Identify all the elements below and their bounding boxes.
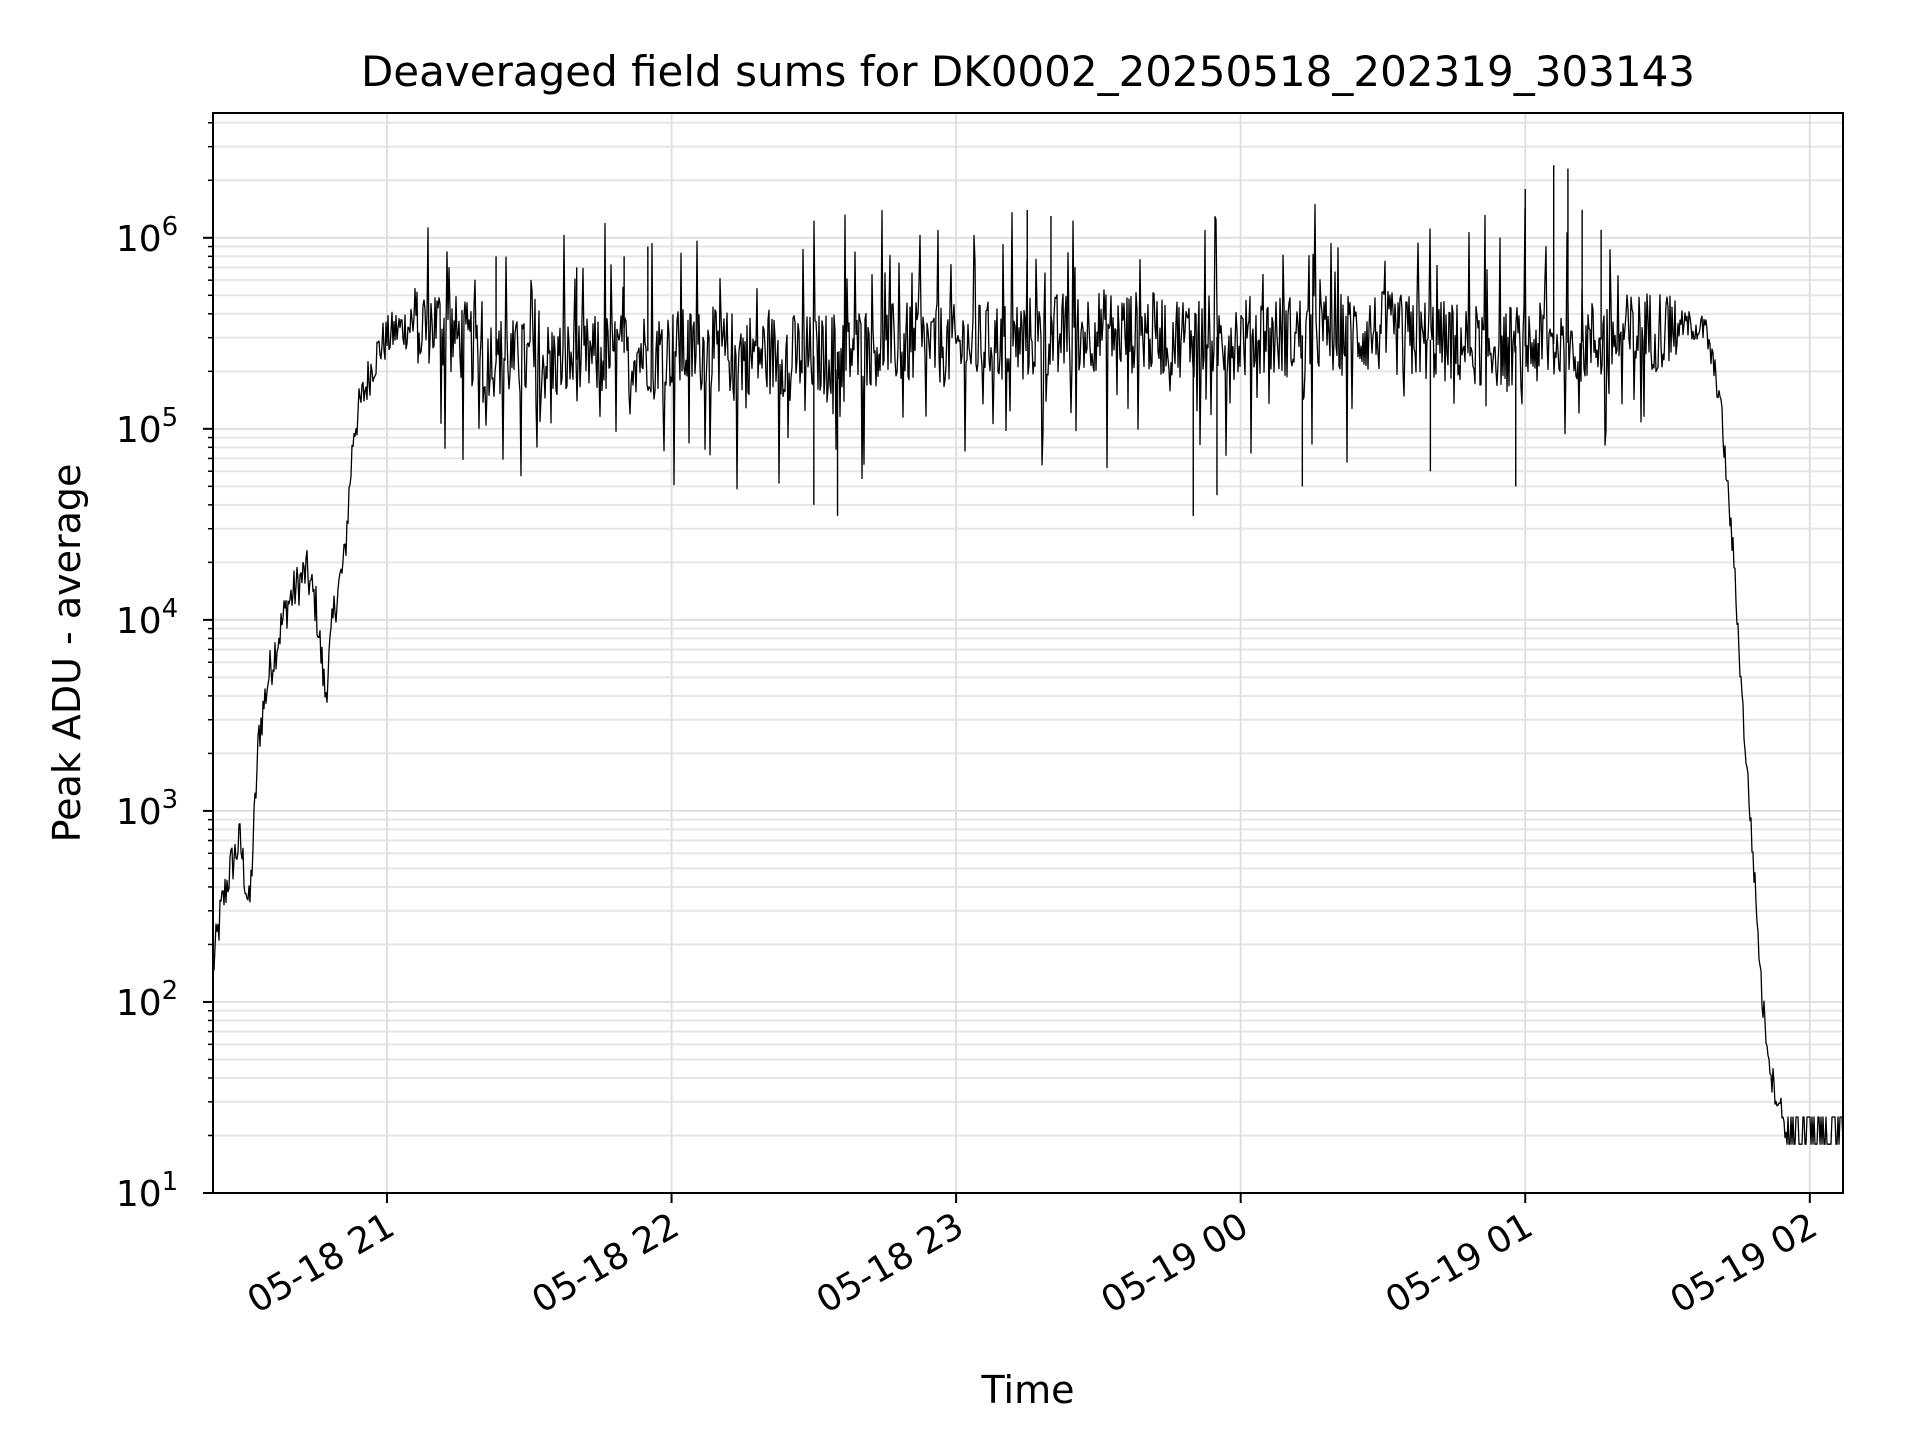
y-tick-base: 10 [116,1174,162,1215]
y-tick-exponent: 3 [162,785,179,815]
y-tick-label: 103 [116,785,178,833]
y-tick-label: 101 [116,1167,178,1215]
series-layer [212,165,1844,1145]
y-tick-base: 10 [116,983,162,1024]
y-tick-exponent: 1 [162,1167,179,1197]
y-tick-base: 10 [116,601,162,642]
plot-frame [212,112,1844,1194]
y-tick-exponent: 4 [162,594,179,624]
y-tick-label: 104 [116,594,178,642]
minor-gridlines [213,121,1843,1137]
series-line [212,204,1844,1145]
y-tick-exponent: 2 [162,976,179,1006]
y-tick-label: 105 [116,403,178,451]
x-axis-label: Time [981,1368,1075,1412]
y-tick-exponent: 5 [162,403,179,433]
y-tick-base: 10 [116,792,162,833]
y-tick-exponent: 6 [162,212,179,242]
y-axis-label: Peak ADU - average [45,464,89,843]
y-tick-base: 10 [116,410,162,451]
chart-title: Deaveraged field sums for DK0002_2025051… [361,47,1695,96]
y-tick-base: 10 [116,219,162,260]
y-tick-label: 102 [116,976,178,1024]
y-tick-label: 106 [116,212,178,260]
